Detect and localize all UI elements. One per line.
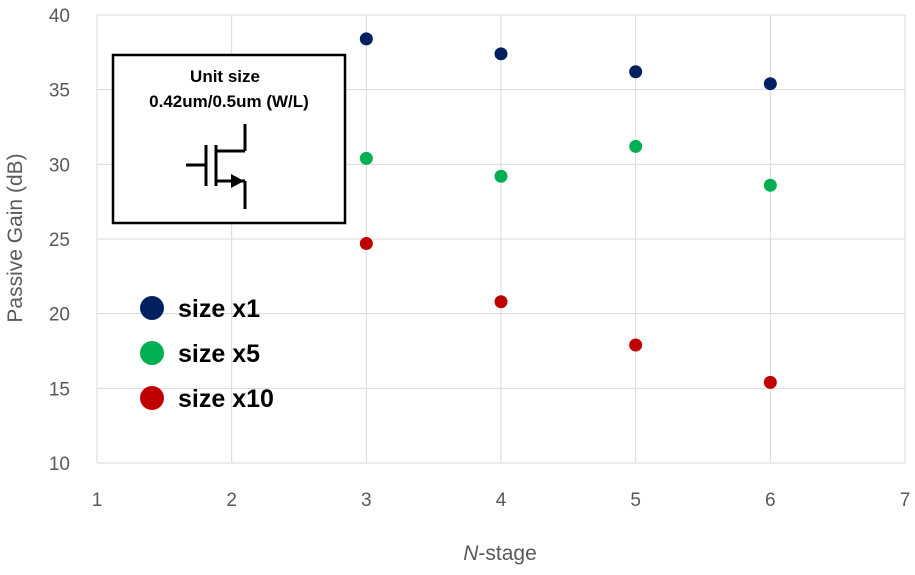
legend-label: size x5 (178, 340, 260, 368)
legend-label: size x10 (178, 385, 274, 413)
y-tick-label: 15 (49, 379, 70, 400)
data-point-2 (763, 178, 777, 192)
data-point-3 (629, 338, 643, 352)
x-tick-label: 5 (630, 490, 641, 511)
x-axis-title-rest: -stage (478, 542, 536, 565)
inset-line-1: Unit size (190, 67, 260, 86)
data-point-2 (629, 139, 643, 153)
x-axis-title-italic: N (463, 542, 479, 565)
y-tick-label: 20 (49, 305, 70, 326)
data-point-1 (494, 47, 508, 61)
data-point-2 (359, 151, 373, 165)
x-tick-label: 7 (900, 490, 911, 511)
x-axis-title: N-stage (463, 542, 537, 565)
data-point-2 (494, 169, 508, 183)
data-point-1 (763, 77, 777, 91)
y-tick-label: 10 (49, 454, 70, 475)
x-tick-label: 6 (765, 490, 776, 511)
y-tick-label: 40 (49, 6, 70, 27)
x-tick-label: 4 (496, 490, 507, 511)
inset-line-2: 0.42um/0.5um (W/L) (149, 92, 309, 111)
legend-marker (140, 341, 164, 365)
data-point-3 (494, 295, 508, 309)
y-tick-label: 30 (49, 155, 70, 176)
y-tick-label: 35 (49, 81, 70, 102)
data-point-3 (763, 375, 777, 389)
inset-box: Unit size 0.42um/0.5um (W/L) (111, 53, 347, 225)
y-tick-labels: 10 15 20 25 30 35 40 (49, 6, 70, 475)
data-point-1 (359, 32, 373, 46)
legend: size x1 size x5 size x10 (140, 295, 274, 413)
x-tick-label: 1 (92, 490, 103, 511)
data-point-1 (629, 65, 643, 79)
nmos-transistor-icon (186, 124, 247, 209)
x-tick-label: 2 (226, 490, 237, 511)
y-axis-title: Passive Gain (dB) (4, 153, 27, 322)
x-tick-labels: 1 2 3 4 5 6 7 (92, 490, 911, 511)
inset-frame (111, 53, 347, 225)
legend-label: size x1 (178, 295, 260, 323)
data-points (359, 32, 777, 389)
data-point-3 (359, 236, 373, 250)
y-tick-label: 25 (49, 230, 70, 251)
legend-marker (140, 296, 164, 320)
legend-marker (140, 386, 164, 410)
x-tick-label: 3 (361, 490, 372, 511)
